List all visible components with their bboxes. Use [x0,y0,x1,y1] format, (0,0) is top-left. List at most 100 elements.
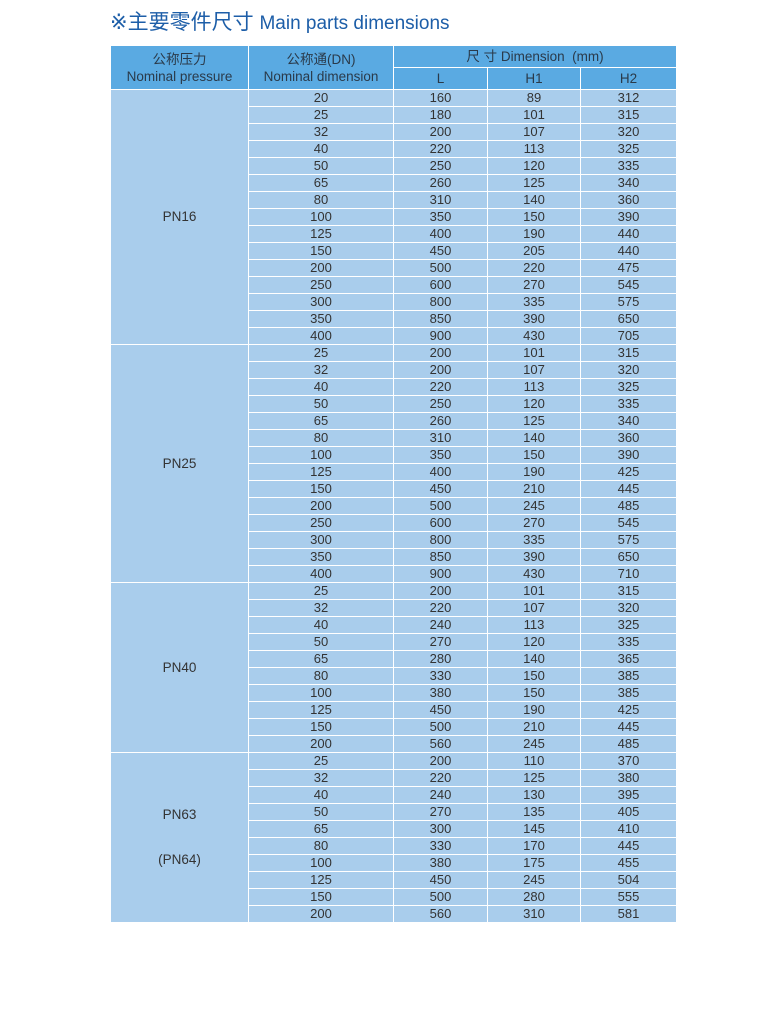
h1-cell: 390 [487,548,581,566]
h2-cell: 385 [579,684,678,702]
pressure-label: PN25 [162,455,197,471]
l-cell: 900 [393,327,488,345]
l-cell: 160 [393,89,488,107]
l-cell: 500 [393,888,488,906]
h2-cell: 440 [579,242,678,260]
l-cell: 400 [393,225,488,243]
dn-cell: 32 [248,769,394,787]
header-pressure-zh: 公称压力 [152,51,207,67]
h1-cell: 190 [487,701,581,719]
l-cell: 280 [393,650,488,668]
h2-cell: 390 [579,446,678,464]
h1-cell: 130 [487,786,581,804]
l-cell: 450 [393,701,488,719]
dn-cell: 100 [248,208,394,226]
h2-cell: 410 [579,820,678,838]
h2-cell: 370 [579,752,678,770]
h2-cell: 575 [579,293,678,311]
h1-cell: 150 [487,667,581,685]
l-cell: 350 [393,208,488,226]
pressure-group-cell: PN16 [110,89,249,345]
table-row: 65 260 125 340 [111,412,678,430]
l-cell: 850 [393,548,488,566]
h2-cell: 445 [579,837,678,855]
h2-cell: 650 [579,548,678,566]
l-cell: 200 [393,752,488,770]
h2-cell: 405 [579,803,678,821]
h2-cell: 504 [579,871,678,889]
h2-cell: 650 [579,310,678,328]
dn-cell: 150 [248,718,394,736]
h1-cell: 430 [487,565,581,583]
h1-cell: 101 [487,106,581,124]
dn-cell: 80 [248,667,394,685]
dn-cell: 25 [248,344,394,362]
dn-cell: 350 [248,548,394,566]
dn-cell: 40 [248,616,394,634]
dn-cell: 100 [248,446,394,464]
table-row: 100 350 150 390 [111,446,678,464]
pressure-label: PN16 [162,209,197,224]
title-zh: 主要零件尺寸 [127,11,254,34]
h1-cell: 245 [487,871,581,889]
dn-cell: 200 [248,905,394,923]
l-cell: 400 [393,463,488,481]
table-row: 200 560 310 581 [111,905,678,923]
header-h1: H1 [487,67,581,90]
l-cell: 500 [393,497,488,515]
h2-cell: 575 [579,531,678,549]
l-cell: 330 [393,837,488,855]
table-row: 65 280 140 365 [111,650,678,668]
l-cell: 250 [393,395,488,413]
dn-cell: 80 [248,837,394,855]
table-row: 32 220 107 320 [111,599,678,617]
dn-cell: 25 [248,106,394,124]
l-cell: 330 [393,667,488,685]
h2-cell: 455 [579,854,678,872]
h2-cell: 710 [579,565,678,583]
table-row: 250 600 270 545 [111,514,678,532]
pressure-label: PN63 [162,807,197,822]
table-row: PN63 (PN64) 25 200 110 370 [110,752,678,923]
h2-cell: 475 [579,259,678,277]
h2-cell: 440 [579,225,678,243]
h2-cell: 320 [579,599,678,617]
h1-cell: 150 [487,446,581,464]
dn-cell: 125 [248,463,394,481]
h1-cell: 125 [487,769,581,787]
table-row: 350 850 390 650 [111,310,678,328]
table-row: 65 260 125 340 [111,174,678,192]
l-cell: 200 [393,361,488,379]
header-l: L [393,67,488,90]
l-cell: 600 [393,514,488,532]
h2-cell: 445 [579,718,678,736]
dn-cell: 350 [248,310,394,328]
h1-cell: 125 [487,412,581,430]
pressure-group-cell: PN40 [110,582,249,753]
l-cell: 500 [393,718,488,736]
table-row: 150 500 210 445 [111,718,678,736]
h1-cell: 245 [487,735,581,753]
l-cell: 350 [393,446,488,464]
h1-cell: 270 [487,276,581,294]
l-cell: 850 [393,310,488,328]
header-dn-zh: 公称通(DN) [286,51,356,67]
dn-cell: 40 [248,786,394,804]
l-cell: 270 [393,803,488,821]
h2-cell: 325 [579,378,678,396]
table-row: 100 380 150 385 [111,684,678,702]
reference-mark: ※ [110,11,128,34]
h1-cell: 390 [487,310,581,328]
table-row: PN16 20 160 89 312 [110,89,678,345]
table-row: 250 600 270 545 [111,276,678,294]
table-row: PN40 25 200 101 315 [110,582,678,753]
header-nominal-dimension: 公称通(DN) Nominal dimension [248,45,394,90]
table-row: 200 560 245 485 [111,735,678,753]
dn-cell: 32 [248,361,394,379]
dimensions-table: 公称压力 Nominal pressure 公称通(DN) Nominal di… [110,45,678,923]
table-row: 125 450 190 425 [111,701,678,719]
table-row: 400 900 430 705 [111,327,678,345]
h2-cell: 315 [579,106,678,124]
h1-cell: 310 [487,905,581,923]
h1-cell: 107 [487,599,581,617]
